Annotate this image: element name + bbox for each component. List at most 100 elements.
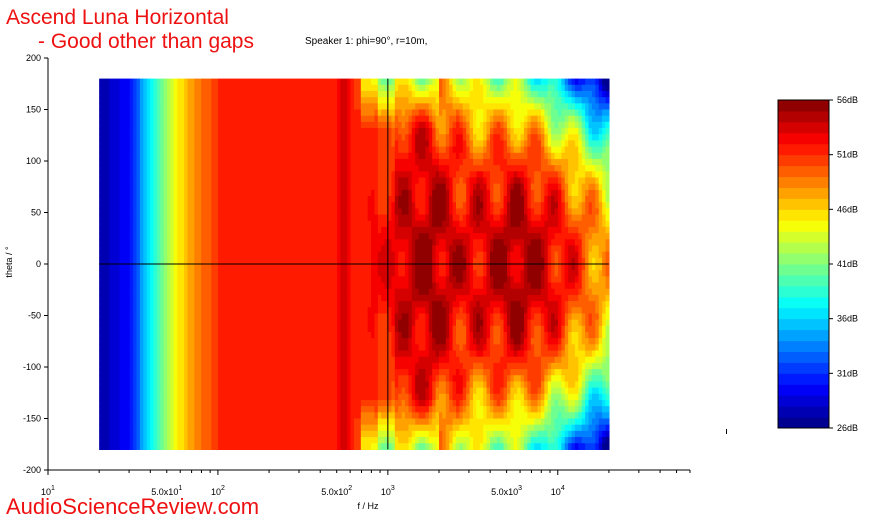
heatmap-cell xyxy=(357,165,362,172)
heatmap-cell xyxy=(156,257,161,265)
heatmap-cell xyxy=(102,165,107,172)
heatmap-cell xyxy=(306,152,311,160)
heatmap-cell xyxy=(241,226,246,234)
heatmap-cell xyxy=(347,140,352,148)
heatmap-cell xyxy=(126,214,131,222)
heatmap-cell xyxy=(116,158,121,166)
heatmap-cell xyxy=(333,202,338,209)
heatmap-cell xyxy=(262,121,267,129)
heatmap-cell xyxy=(173,196,178,203)
heatmap-cell xyxy=(316,406,321,413)
heatmap-cell xyxy=(292,356,297,364)
heatmap-cell xyxy=(105,319,110,327)
heatmap-cell xyxy=(272,412,277,420)
heatmap-cell xyxy=(292,90,297,98)
heatmap-cell xyxy=(122,325,127,333)
heatmap-cell xyxy=(367,362,372,370)
heatmap-cell xyxy=(224,233,229,240)
heatmap-cell xyxy=(303,128,308,135)
heatmap-cell xyxy=(150,202,155,209)
heatmap-cell xyxy=(231,245,236,253)
heatmap-cell xyxy=(326,115,331,123)
heatmap-cell xyxy=(99,399,104,407)
heatmap-cell xyxy=(238,331,243,339)
heatmap-cell xyxy=(354,202,359,209)
heatmap-cell xyxy=(238,84,243,92)
heatmap-cell xyxy=(184,443,189,450)
heatmap-cell xyxy=(235,288,240,296)
heatmap-cell xyxy=(377,276,382,284)
heatmap-cell xyxy=(143,294,148,302)
heatmap-cell xyxy=(139,165,144,172)
heatmap-cell xyxy=(320,319,325,327)
heatmap-cell xyxy=(279,264,284,271)
heatmap-cell xyxy=(129,356,134,364)
heatmap-cell xyxy=(180,313,185,321)
heatmap-cell xyxy=(289,84,294,92)
heatmap-cell xyxy=(187,437,192,444)
heatmap-cell xyxy=(320,152,325,160)
heatmap-cell xyxy=(153,375,158,383)
heatmap-cell xyxy=(224,90,229,98)
heatmap-cell xyxy=(112,418,117,426)
heatmap-cell xyxy=(197,325,202,333)
heatmap-cell xyxy=(99,375,104,383)
heatmap-cell xyxy=(190,356,195,364)
heatmap-cell xyxy=(224,387,229,395)
heatmap-cell xyxy=(119,84,124,92)
heatmap-cell xyxy=(258,78,263,86)
heatmap-cell xyxy=(156,121,161,129)
heatmap-cell xyxy=(194,140,199,148)
heatmap-cell xyxy=(275,294,280,302)
heatmap-cell xyxy=(272,78,277,86)
heatmap-cell xyxy=(167,84,172,92)
heatmap-cell xyxy=(320,393,325,401)
heatmap-cell xyxy=(170,325,175,333)
heatmap-cell xyxy=(136,331,141,339)
heatmap-cell xyxy=(129,78,134,86)
heatmap-cell xyxy=(265,362,270,370)
heatmap-cell xyxy=(184,158,189,166)
heatmap-cell xyxy=(377,128,382,135)
heatmap-cell xyxy=(187,158,192,166)
heatmap-cell xyxy=(347,430,352,438)
heatmap-cell xyxy=(248,257,253,265)
heatmap-cell xyxy=(170,406,175,413)
heatmap-cell xyxy=(306,375,311,383)
heatmap-cell xyxy=(337,208,342,216)
heatmap-cell xyxy=(139,183,144,191)
heatmap-cell xyxy=(167,412,172,420)
heatmap-cell xyxy=(207,356,212,364)
heatmap-cell xyxy=(109,375,114,383)
heatmap-cell xyxy=(340,307,345,315)
heatmap-cell xyxy=(99,214,104,222)
heatmap-cell xyxy=(116,171,121,179)
heatmap-cell xyxy=(184,121,189,129)
heatmap-cell xyxy=(156,84,161,92)
heatmap-cell xyxy=(330,189,335,197)
heatmap-cell xyxy=(333,239,338,247)
heatmap-cell xyxy=(207,171,212,179)
heatmap-cell xyxy=(374,103,379,111)
heatmap-cell xyxy=(258,356,263,364)
heatmap-cell xyxy=(173,325,178,333)
heatmap-cell xyxy=(347,276,352,284)
heatmap-cell xyxy=(214,307,219,315)
heatmap-cell xyxy=(109,239,114,247)
heatmap-cell xyxy=(207,226,212,234)
heatmap-cell xyxy=(309,313,314,321)
heatmap-cell xyxy=(330,214,335,222)
heatmap-cell xyxy=(122,177,127,185)
heatmap-cell xyxy=(286,331,291,339)
heatmap-cell xyxy=(279,443,284,450)
heatmap-cell xyxy=(238,121,243,129)
heatmap-cell xyxy=(262,84,267,92)
heatmap-cell xyxy=(197,239,202,247)
heatmap-cell xyxy=(299,264,304,271)
heatmap-cell xyxy=(296,152,301,160)
heatmap-cell xyxy=(279,257,284,265)
heatmap-cell xyxy=(245,331,250,339)
heatmap-cell xyxy=(354,276,359,284)
heatmap-cell xyxy=(167,375,172,383)
heatmap-cell xyxy=(360,399,365,407)
